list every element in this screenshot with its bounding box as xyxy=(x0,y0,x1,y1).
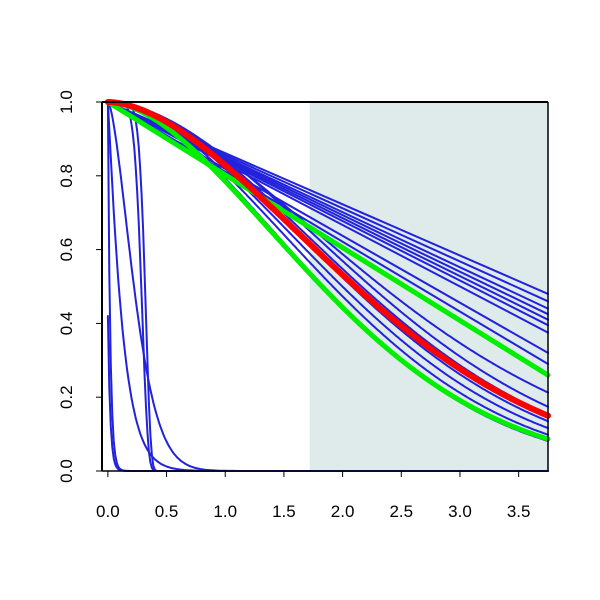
lower-bound-curve xyxy=(105,99,551,442)
y-tick-label: 0.4 xyxy=(57,312,76,336)
x-tick-label: 1.5 xyxy=(272,502,296,521)
y-tick-label: 0.6 xyxy=(57,238,76,262)
x-tick-label: 0.5 xyxy=(155,502,179,521)
mean-curve xyxy=(104,99,551,419)
x-tick-label: 1.0 xyxy=(213,502,237,521)
x-tick-label: 2.0 xyxy=(331,502,355,521)
upper-bound-curve xyxy=(105,99,551,378)
x-tick-label: 2.5 xyxy=(389,502,413,521)
x-tick-label: 0.0 xyxy=(96,502,120,521)
sample-curve xyxy=(106,101,549,354)
y-tick-label: 0.0 xyxy=(57,459,76,483)
y-tick-label: 0.8 xyxy=(57,164,76,188)
plot-shaded-region xyxy=(309,102,548,471)
y-tick-label: 1.0 xyxy=(57,90,76,114)
x-tick-label: 3.5 xyxy=(507,502,531,521)
x-tick-label: 3.0 xyxy=(448,502,472,521)
axes-layer: 0.0 0.5 1.0 1.5 2.0 2.5 3.0 3.5 0.0 0.2 0.4 0.6 0.8 1… xyxy=(57,90,549,521)
y-tick-label: 0.2 xyxy=(57,385,76,409)
sample-curve xyxy=(106,101,549,408)
